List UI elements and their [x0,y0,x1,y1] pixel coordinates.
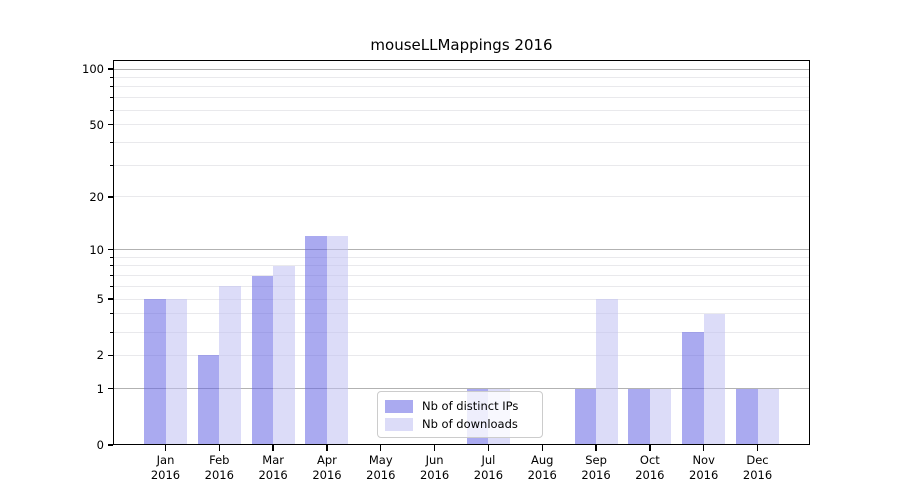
y-axis-tick [107,68,113,70]
x-axis-tick [703,445,705,451]
x-axis-tick-label: Dec 2016 [742,453,773,482]
y-axis-tick [107,387,113,390]
bar-nb-of-distinct-ips [682,332,704,445]
legend: Nb of distinct IPs Nb of downloads [377,391,543,438]
bar-nb-of-distinct-ips [251,275,274,445]
y-axis-tick [107,298,113,300]
x-axis-tick [595,445,597,451]
y-axis-minor-tick [109,265,113,267]
minor-gridline [113,97,810,99]
x-axis-tick-label: Jan 2016 [150,453,181,482]
y-axis-tick-label: 2 [96,348,104,363]
x-axis-tick-label: Jun 2016 [419,453,450,482]
y-axis-tick-label: 1 [96,381,104,396]
y-axis-minor-tick [109,109,113,111]
x-axis-tick [218,445,220,451]
y-axis-tick-label: 5 [96,292,104,307]
x-axis-tick-label: Oct 2016 [635,453,665,482]
bar-nb-of-downloads [757,388,780,445]
y-axis-minor-tick [109,331,113,333]
y-axis-tick [107,444,113,446]
y-axis-minor-tick [109,141,113,143]
minor-gridline [113,354,810,356]
y-axis-minor-tick [109,275,113,277]
x-axis-tick-label: Nov 2016 [689,453,719,482]
minor-gridline [113,275,810,277]
bar-nb-of-distinct-ips [197,355,220,445]
minor-gridline [113,76,810,78]
x-axis-tick-label: Mar 2016 [258,453,288,482]
x-axis-tick-label: Jul 2016 [473,453,504,482]
legend-entry-downloads: Nb of downloads [385,416,534,432]
x-axis-tick [433,445,436,451]
bar-nb-of-downloads [703,313,726,445]
y-axis-tick-label: 50 [89,117,104,132]
minor-gridline [113,196,810,198]
minor-gridline [113,109,810,111]
x-axis-tick-label: Aug 2016 [527,453,557,482]
bar-nb-of-downloads [165,299,187,445]
y-axis-minor-tick [109,76,113,78]
y-axis-minor-tick [109,97,113,99]
legend-label-distinct-ips: Nb of distinct IPs [422,399,519,413]
bar-nb-of-distinct-ips [628,388,650,445]
y-axis-tick [107,354,113,357]
legend-swatch-distinct-ips [385,399,413,413]
minor-gridline [113,313,810,315]
legend-label-downloads: Nb of downloads [422,417,518,431]
y-axis-tick-label: 0 [96,438,104,452]
minor-gridline [113,285,810,287]
bar-nb-of-downloads [326,236,349,445]
x-axis-tick [380,445,382,451]
x-axis-tick-label: Sep 2016 [581,453,611,482]
x-axis-tick-label: Feb 2016 [204,453,234,482]
x-axis-tick [326,445,328,451]
legend-entry-distinct-ips: Nb of distinct IPs [385,398,534,414]
major-gridline [113,388,810,390]
y-axis-tick-label: 100 [82,62,104,76]
bar-nb-of-downloads [219,286,241,445]
x-axis-tick-label: Apr 2016 [312,453,342,482]
minor-gridline [113,124,810,126]
major-gridline [113,249,810,251]
x-axis-tick [487,445,490,451]
minor-gridline [113,141,810,143]
bar-nb-of-distinct-ips [736,388,758,445]
x-axis-tick [164,445,167,451]
y-axis-minor-tick [109,256,113,258]
y-axis-minor-tick [109,86,113,88]
legend-swatch-downloads [385,417,413,431]
y-axis-minor-tick [109,285,113,287]
x-axis-tick [272,445,274,451]
x-axis-tick-label: May 2016 [366,453,396,482]
y-axis-tick-label: 10 [89,242,104,257]
y-axis-minor-tick [109,313,113,315]
x-axis-tick [649,445,651,451]
chart-title: mouseLLMappings 2016 [370,36,553,54]
y-axis-tick-label: 20 [89,189,104,204]
minor-gridline [113,298,810,300]
bar-nb-of-distinct-ips [305,236,327,445]
y-axis-tick [107,196,113,198]
minor-gridline [113,86,810,88]
minor-gridline [113,256,810,258]
y-axis-tick [107,123,113,126]
x-axis-tick [756,445,759,451]
x-axis-tick [541,445,543,451]
y-axis-tick [107,248,113,251]
major-gridline [113,68,810,70]
bar-nb-of-downloads [273,265,295,445]
minor-gridline [113,164,810,166]
bar-nb-of-distinct-ips [574,388,597,445]
minor-gridline [113,331,810,333]
y-axis-minor-tick [109,164,113,166]
bar-nb-of-distinct-ips [144,299,166,445]
bar-nb-of-downloads [596,299,618,445]
bar-nb-of-downloads [649,388,672,445]
minor-gridline [113,265,810,267]
